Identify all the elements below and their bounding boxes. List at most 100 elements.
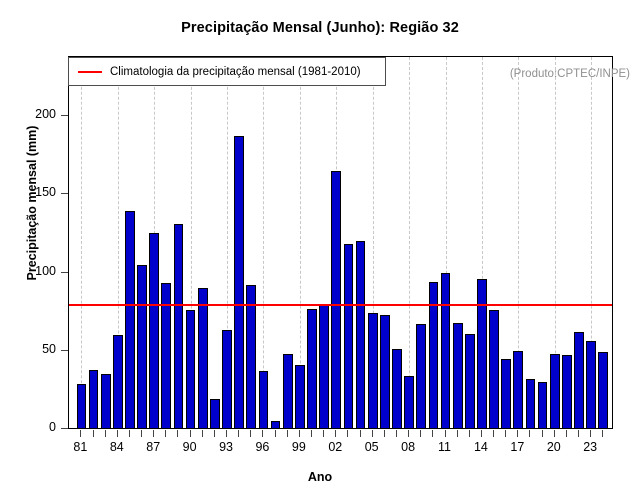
bar — [222, 330, 232, 428]
bar — [392, 349, 402, 428]
x-tick-mark — [408, 430, 410, 437]
x-tick-mark — [213, 430, 215, 437]
y-tick-mark — [61, 271, 68, 273]
bar — [100, 374, 111, 428]
bar — [76, 383, 87, 428]
x-tick-mark — [395, 430, 397, 437]
x-tick-mark — [116, 430, 118, 437]
x-tick-label: 81 — [73, 440, 88, 454]
x-tick-mark — [347, 430, 349, 437]
x-tick-mark — [274, 430, 276, 437]
bar — [185, 310, 196, 428]
bar — [428, 281, 439, 428]
bar — [404, 375, 414, 428]
gridline — [190, 57, 193, 428]
x-tick-mark — [298, 430, 300, 437]
bar — [270, 421, 281, 428]
x-tick-mark — [286, 430, 288, 437]
x-tick-mark — [201, 430, 203, 437]
bar — [537, 382, 548, 428]
gridline — [263, 57, 265, 428]
bar — [525, 378, 536, 428]
bar — [549, 353, 560, 428]
bar — [343, 244, 354, 428]
bar — [197, 288, 208, 428]
bar — [149, 233, 160, 428]
bar — [379, 314, 390, 428]
x-tick-mark — [505, 430, 507, 437]
gridline — [591, 57, 593, 428]
bar — [477, 278, 487, 428]
bar — [598, 352, 609, 428]
bar — [440, 272, 451, 428]
y-tick-mark — [61, 428, 68, 429]
x-tick-mark — [141, 430, 143, 437]
x-tick-label: 99 — [291, 440, 306, 454]
x-tick-mark — [529, 430, 531, 437]
x-tick-mark — [262, 430, 264, 437]
y-tick-label: 50 — [42, 341, 56, 356]
y-tick-label: 100 — [35, 263, 56, 278]
y-tick-mark — [61, 349, 68, 351]
x-tick-label: 17 — [510, 440, 525, 454]
x-tick-mark — [432, 430, 434, 437]
gridline — [299, 57, 302, 428]
x-tick-mark — [493, 430, 495, 437]
x-tick-mark — [371, 430, 373, 437]
bar — [416, 324, 427, 428]
x-tick-mark — [104, 430, 106, 437]
x-tick-mark — [420, 430, 422, 437]
y-tick-mark — [61, 115, 68, 116]
gridline — [227, 57, 229, 428]
x-tick-mark — [383, 430, 385, 437]
x-axis-label: Ano — [307, 470, 333, 484]
x-tick-label: 90 — [182, 440, 197, 454]
climatology-line — [69, 304, 612, 307]
bar — [295, 364, 305, 428]
bar — [501, 358, 512, 428]
bar — [125, 211, 135, 428]
x-tick-label: 14 — [473, 440, 488, 454]
x-tick-label: 20 — [546, 440, 561, 454]
bar — [210, 399, 220, 428]
bar — [489, 310, 499, 428]
bar — [331, 170, 342, 428]
y-tick-label: 150 — [35, 185, 56, 200]
x-tick-label: 96 — [255, 440, 270, 454]
x-tick-mark — [541, 430, 543, 437]
x-tick-mark — [359, 430, 361, 437]
bar — [562, 355, 572, 428]
x-tick-mark — [444, 430, 446, 437]
bar — [234, 136, 245, 428]
product-credit: (Produto:CPTEC/INPE) — [509, 68, 630, 80]
x-tick-mark — [565, 430, 567, 437]
x-tick-label: 23 — [583, 440, 598, 454]
gridline — [372, 57, 375, 428]
x-tick-mark — [80, 430, 82, 437]
x-tick-mark — [311, 430, 312, 437]
bar — [88, 369, 99, 428]
bar — [574, 331, 584, 428]
bar — [464, 333, 475, 428]
x-tick-label: 87 — [146, 440, 161, 454]
x-tick-label: 93 — [219, 440, 233, 454]
gridline — [81, 57, 83, 428]
bar — [452, 322, 463, 428]
gridline — [445, 57, 448, 428]
legend-line-swatch — [78, 70, 102, 73]
x-tick-label: 11 — [438, 440, 451, 454]
x-tick-mark — [238, 430, 240, 437]
bar — [513, 350, 524, 428]
x-tick-label: 02 — [328, 440, 343, 454]
bar — [258, 371, 269, 428]
x-tick-mark — [323, 430, 325, 437]
y-tick-label: 0 — [49, 420, 56, 434]
gridline — [117, 57, 120, 428]
bar — [112, 335, 123, 428]
legend-label: Climatologia da precipitação mensal (198… — [110, 65, 361, 78]
x-tick-mark — [517, 430, 519, 437]
x-tick-mark — [177, 430, 179, 437]
y-tick-label: 200 — [35, 107, 56, 121]
bar — [161, 283, 172, 428]
